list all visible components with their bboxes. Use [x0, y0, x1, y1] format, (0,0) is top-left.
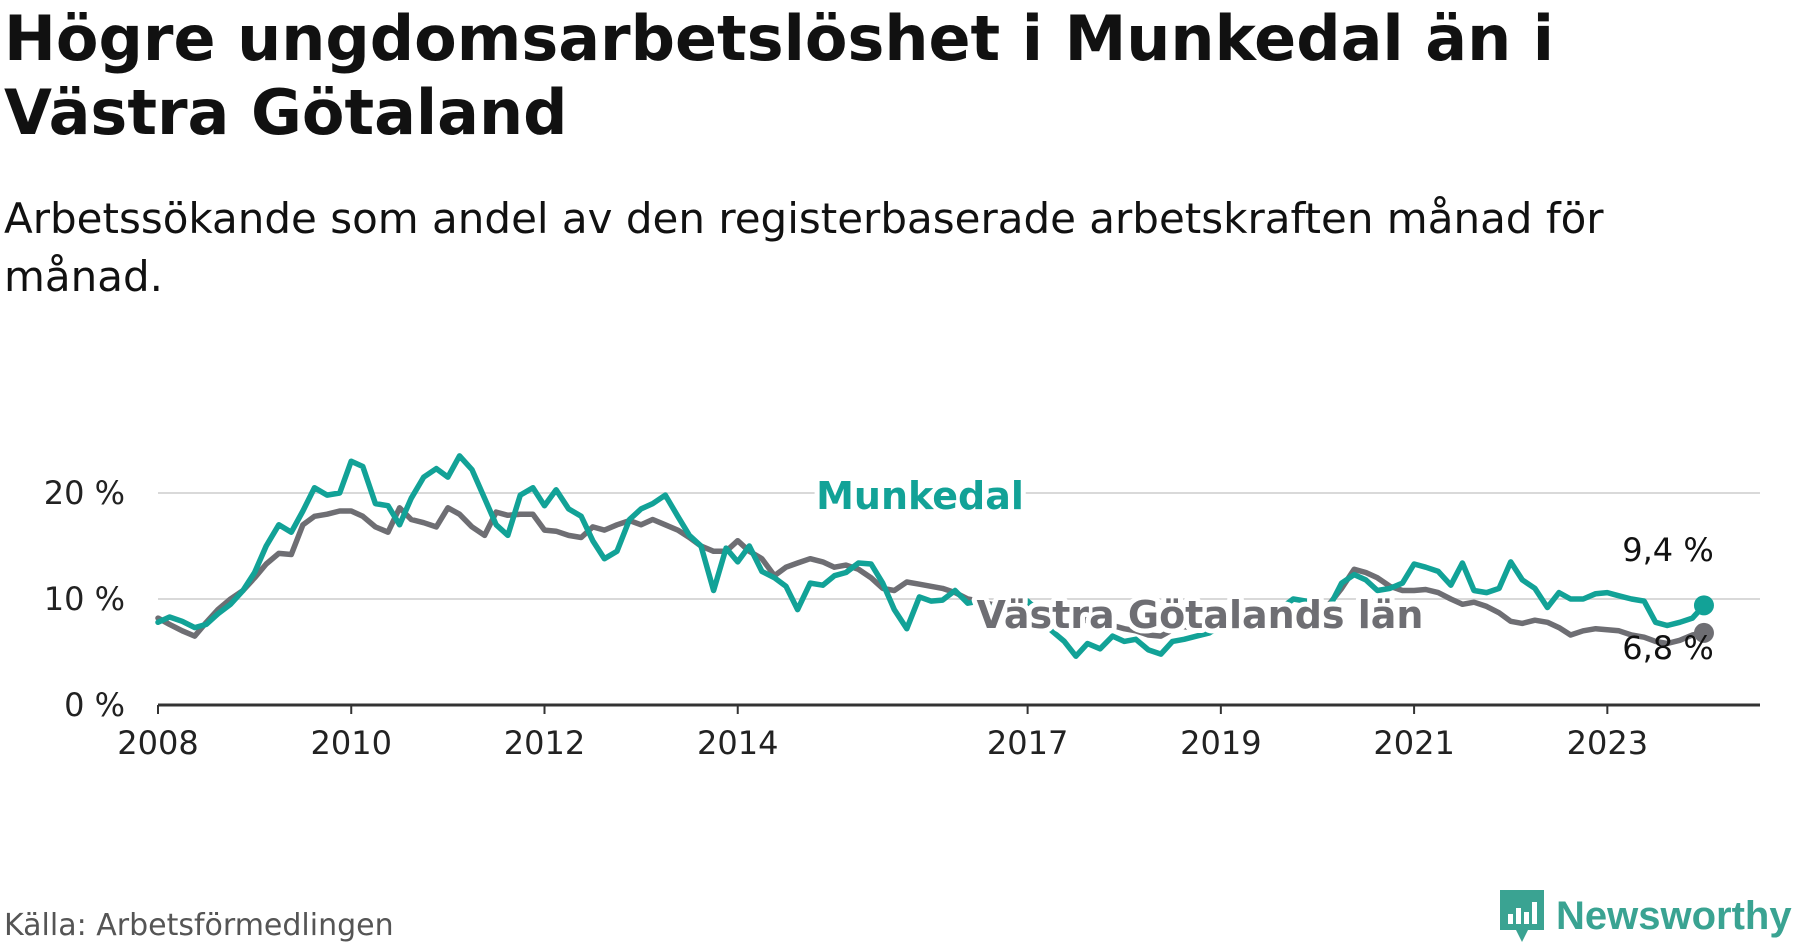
end-value-label-munkedal: 9,4 % — [1622, 531, 1713, 569]
series-line-munkedal — [155, 453, 1707, 659]
end-point-munkedal — [1693, 595, 1714, 616]
y-axis-ticks: 0 % 10 % 20 % — [44, 474, 125, 724]
x-tick-label: 2012 — [504, 724, 585, 762]
series-label-vastra-gotaland: Västra Götalands län — [977, 593, 1424, 637]
x-tick-label: 2008 — [117, 724, 198, 762]
x-tick-label: 2021 — [1373, 724, 1454, 762]
newsworthy-logo-icon — [1500, 890, 1544, 942]
x-tick-label: 2014 — [697, 724, 778, 762]
chart-title: Högre ungdomsarbetslöshet i Munkedal än … — [4, 2, 1555, 149]
end-value-label-vastra-gotaland: 6,8 % — [1622, 629, 1713, 667]
series-line-vastra-gotaland — [155, 505, 1707, 647]
brand-name: Newsworthy — [1556, 893, 1792, 938]
chart-subtitle: Arbetssökande som andel av den registerb… — [4, 194, 1604, 301]
end-point-vastra-gotaland — [1693, 622, 1714, 643]
x-axis-ticks: 2008 2010 2012 2014 2017 2019 2021 2023 — [117, 705, 1648, 762]
series-labels: Munkedal 9,4 % Västra Götalands län 6,8 % — [811, 469, 1714, 667]
x-tick-label: 2019 — [1180, 724, 1261, 762]
grid-lines — [158, 492, 1760, 600]
source-note: Källa: Arbetsförmedlingen — [4, 908, 394, 943]
y-tick-label: 0 % — [64, 686, 125, 724]
x-tick-label: 2010 — [311, 724, 392, 762]
y-tick-label: 10 % — [44, 580, 125, 618]
series-label-munkedal: Munkedal — [816, 474, 1024, 518]
brand-logo[interactable]: Newsworthy — [1496, 886, 1792, 946]
series-layer — [155, 453, 1714, 659]
y-tick-label: 20 % — [44, 474, 125, 512]
x-tick-label: 2017 — [987, 724, 1068, 762]
x-tick-label: 2023 — [1567, 724, 1648, 762]
